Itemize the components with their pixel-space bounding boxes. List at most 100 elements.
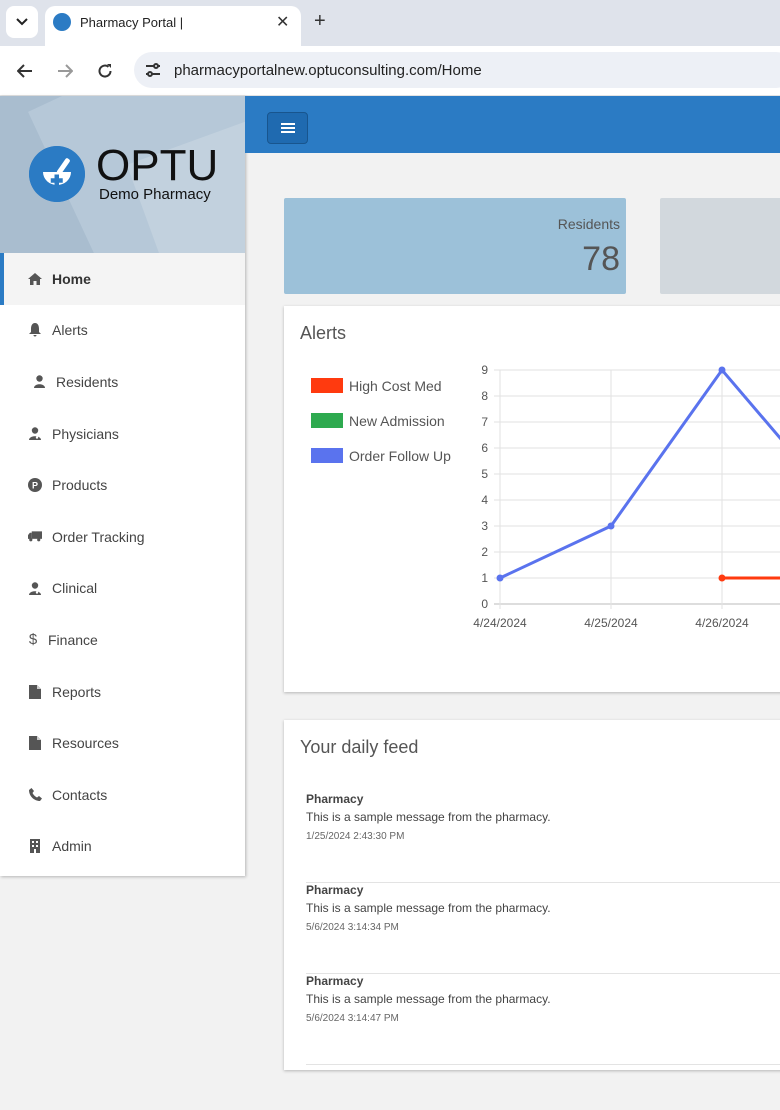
user-icon <box>32 375 46 389</box>
y-tick-label: 1 <box>481 571 488 585</box>
stat-tile[interactable] <box>660 198 780 294</box>
feed-sender: Pharmacy <box>306 974 364 988</box>
product-icon: P <box>28 478 42 493</box>
legend-label: New Admission <box>349 412 445 429</box>
feed-sender: Pharmacy <box>306 883 364 897</box>
series-line-order-follow-up <box>499 367 780 580</box>
legend-item-order-follow-up[interactable]: Order Follow Up <box>311 438 451 473</box>
site-info-icon[interactable] <box>144 61 162 79</box>
sidebar-item-physicians[interactable]: Physicians <box>0 408 245 460</box>
sidebar-item-label: Order Tracking <box>52 528 145 545</box>
hamburger-icon <box>280 123 295 133</box>
residents-count: 78 <box>582 240 620 278</box>
file-icon <box>28 736 42 751</box>
feed-message: This is a sample message from the pharma… <box>306 810 551 824</box>
mortar-pestle-icon <box>29 146 85 202</box>
url-text: pharmacyportalnew.optuconsulting.com/Hom… <box>174 62 482 79</box>
brand-subtitle: Demo Pharmacy <box>99 186 211 203</box>
top-app-bar <box>245 96 780 153</box>
back-button[interactable] <box>12 58 38 84</box>
y-tick-label: 3 <box>481 519 488 533</box>
arrow-right-icon <box>58 64 73 78</box>
alerts-line-chart: 0 1 2 3 4 5 6 7 8 9 4/24/2024 4/25/2024 4/26/2024 <box>473 363 780 630</box>
feed-sender: Pharmacy <box>306 792 364 806</box>
sidebar-item-label: Admin <box>52 838 92 855</box>
dollar-icon: $ <box>28 631 38 649</box>
y-tick-label: 5 <box>481 467 488 481</box>
sidebar-item-reports[interactable]: Reports <box>0 666 245 718</box>
sidebar-item-label: Residents <box>56 373 119 390</box>
sidebar-item-alerts[interactable]: Alerts <box>0 305 245 357</box>
brand-title: OPTU <box>96 141 219 190</box>
feed-timestamp: 5/6/2024 3:14:47 PM <box>306 1013 399 1024</box>
browser-tab[interactable]: Pharmacy Portal | ✕ <box>45 6 301 46</box>
sidebar-item-order-tracking[interactable]: Order Tracking <box>0 511 245 563</box>
x-tick-label: 4/25/2024 <box>584 616 638 630</box>
address-bar[interactable]: pharmacyportalnew.optuconsulting.com/Hom… <box>134 52 780 88</box>
menu-toggle-button[interactable] <box>267 112 308 144</box>
sidebar-item-label: Physicians <box>52 425 119 442</box>
browser-toolbar: pharmacyportalnew.optuconsulting.com/Hom… <box>0 46 780 96</box>
reload-icon <box>98 64 112 78</box>
feed-timestamp: 5/6/2024 3:14:34 PM <box>306 922 399 933</box>
home-icon <box>28 272 42 286</box>
sidebar-item-products[interactable]: P Products <box>0 459 245 511</box>
chart-legend: High Cost Med New Admission Order Follow… <box>311 368 451 473</box>
legend-swatch <box>311 378 343 393</box>
sidebar-item-label: Products <box>52 477 108 494</box>
truck-icon <box>28 530 42 544</box>
sidebar-item-resources[interactable]: Resources <box>0 717 245 769</box>
building-icon <box>28 839 42 854</box>
sidebar-item-label: Contacts <box>52 786 108 803</box>
feed-item: Pharmacy This is a sample message from t… <box>306 792 780 883</box>
x-tick-label: 4/26/2024 <box>695 616 749 630</box>
daily-feed-card: Your daily feed Pharmacy This is a sampl… <box>284 720 780 1070</box>
alerts-card: Alerts High Cost Med New Admission Order… <box>284 306 780 692</box>
sidebar-item-label: Home <box>52 270 91 287</box>
sidebar-item-label: Alerts <box>52 322 88 339</box>
y-tick-label: 7 <box>481 415 488 429</box>
feed-message: This is a sample message from the pharma… <box>306 901 551 915</box>
reload-button[interactable] <box>92 58 118 84</box>
y-tick-label: 9 <box>481 363 488 377</box>
tab-search-button[interactable] <box>6 6 38 38</box>
residents-tile[interactable]: Residents 78 <box>284 198 626 294</box>
sidebar-item-residents[interactable]: Residents <box>0 356 245 408</box>
logo-panel: OPTU Demo Pharmacy <box>0 96 245 253</box>
user-md-icon <box>28 427 42 441</box>
sidebar-item-label: Resources <box>52 735 119 752</box>
y-tick-label: 6 <box>481 441 488 455</box>
svg-text:P: P <box>32 481 38 491</box>
sidebar-menu: Home Alerts Residents Physicians P Produ… <box>0 253 245 872</box>
chevron-down-icon <box>16 18 28 26</box>
feed-timestamp: 1/25/2024 2:43:30 PM <box>306 831 405 842</box>
sidebar-item-finance[interactable]: $ Finance <box>0 614 245 666</box>
tab-title: Pharmacy Portal | <box>80 15 184 30</box>
feed-item: Pharmacy This is a sample message from t… <box>306 974 780 1065</box>
bell-icon <box>28 323 42 337</box>
y-tick-label: 8 <box>481 389 488 403</box>
x-tick-label: 4/24/2024 <box>473 616 527 630</box>
data-point-order-follow-up <box>607 522 615 530</box>
feed-message: This is a sample message from the pharma… <box>306 992 551 1006</box>
forward-button[interactable] <box>52 58 78 84</box>
sidebar-item-contacts[interactable]: Contacts <box>0 769 245 821</box>
close-tab-icon[interactable]: ✕ <box>276 14 290 31</box>
y-tick-label: 2 <box>481 545 488 559</box>
data-point-order-follow-up <box>496 574 504 582</box>
sidebar-item-home[interactable]: Home <box>0 253 245 305</box>
sidebar-item-admin[interactable]: Admin <box>0 821 245 873</box>
sidebar-item-label: Clinical <box>52 580 98 597</box>
new-tab-button[interactable]: + <box>314 10 326 32</box>
arrow-left-icon <box>17 64 32 78</box>
sidebar: OPTU Demo Pharmacy Home Alerts Residents… <box>0 96 245 876</box>
feed-title: Your daily feed <box>300 737 419 757</box>
alerts-title: Alerts <box>300 323 347 343</box>
phone-icon <box>28 788 42 802</box>
legend-item-new-admission[interactable]: New Admission <box>311 403 451 438</box>
sidebar-item-clinical[interactable]: Clinical <box>0 563 245 615</box>
feed-item: Pharmacy This is a sample message from t… <box>306 883 780 974</box>
legend-item-high-cost-med[interactable]: High Cost Med <box>311 368 451 403</box>
favicon-icon <box>53 13 71 31</box>
file-icon <box>28 684 42 699</box>
